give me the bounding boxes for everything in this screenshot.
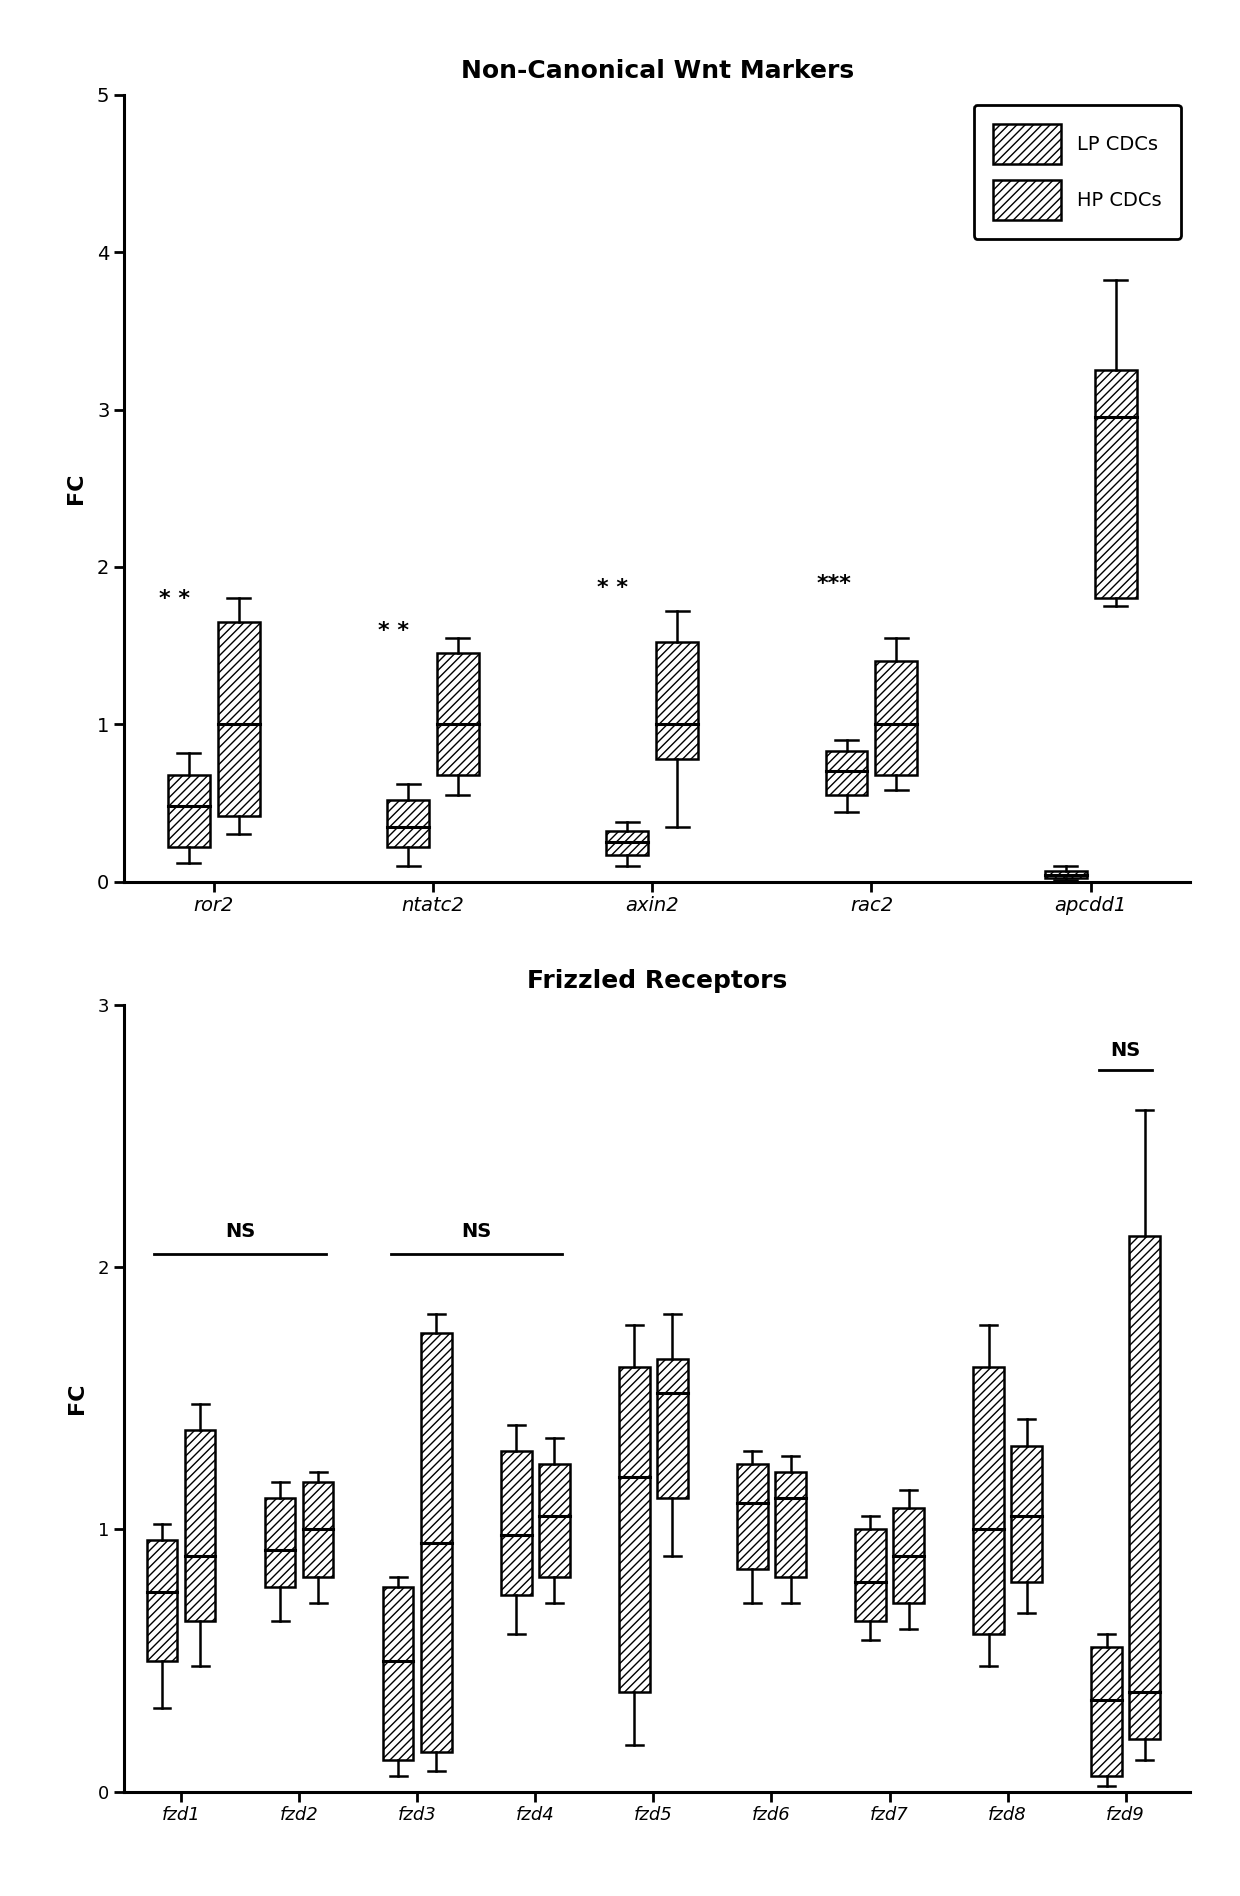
Text: NS: NS <box>461 1221 491 1242</box>
Bar <box>875 662 918 775</box>
Bar <box>826 751 868 794</box>
Bar <box>1012 1445 1042 1581</box>
Bar <box>656 643 698 758</box>
Bar <box>1095 370 1137 599</box>
Title: Frizzled Receptors: Frizzled Receptors <box>527 969 787 994</box>
Bar <box>265 1498 295 1587</box>
Bar <box>657 1359 688 1498</box>
Bar <box>422 1333 451 1752</box>
Text: FIG. 1C: FIG. 1C <box>606 1024 708 1047</box>
Bar <box>383 1587 413 1759</box>
Bar <box>218 622 259 815</box>
Legend: LP CDCs, HP CDCs: LP CDCs, HP CDCs <box>973 104 1180 239</box>
Bar <box>606 830 649 855</box>
Bar <box>619 1367 650 1691</box>
Bar <box>185 1430 216 1621</box>
Title: Non-Canonical Wnt Markers: Non-Canonical Wnt Markers <box>460 59 854 83</box>
Bar <box>146 1540 177 1661</box>
Bar <box>539 1464 569 1577</box>
Text: * *: * * <box>159 590 190 609</box>
Y-axis label: FC: FC <box>67 1382 87 1414</box>
Text: * *: * * <box>378 620 409 641</box>
Bar <box>1091 1648 1122 1777</box>
Bar <box>436 654 479 775</box>
Bar <box>856 1530 885 1621</box>
Bar <box>737 1464 768 1568</box>
Bar <box>893 1509 924 1602</box>
Bar <box>167 775 210 848</box>
Text: NS: NS <box>1111 1041 1141 1060</box>
Bar <box>387 800 429 848</box>
Bar <box>1130 1236 1159 1739</box>
Bar <box>973 1367 1003 1634</box>
Text: ***: *** <box>817 574 852 593</box>
Bar <box>775 1471 806 1577</box>
Text: * *: * * <box>598 578 629 599</box>
Bar <box>303 1483 334 1577</box>
Bar <box>1045 872 1086 878</box>
Text: NS: NS <box>224 1221 255 1242</box>
Bar <box>501 1450 532 1595</box>
Y-axis label: FC: FC <box>66 472 86 504</box>
